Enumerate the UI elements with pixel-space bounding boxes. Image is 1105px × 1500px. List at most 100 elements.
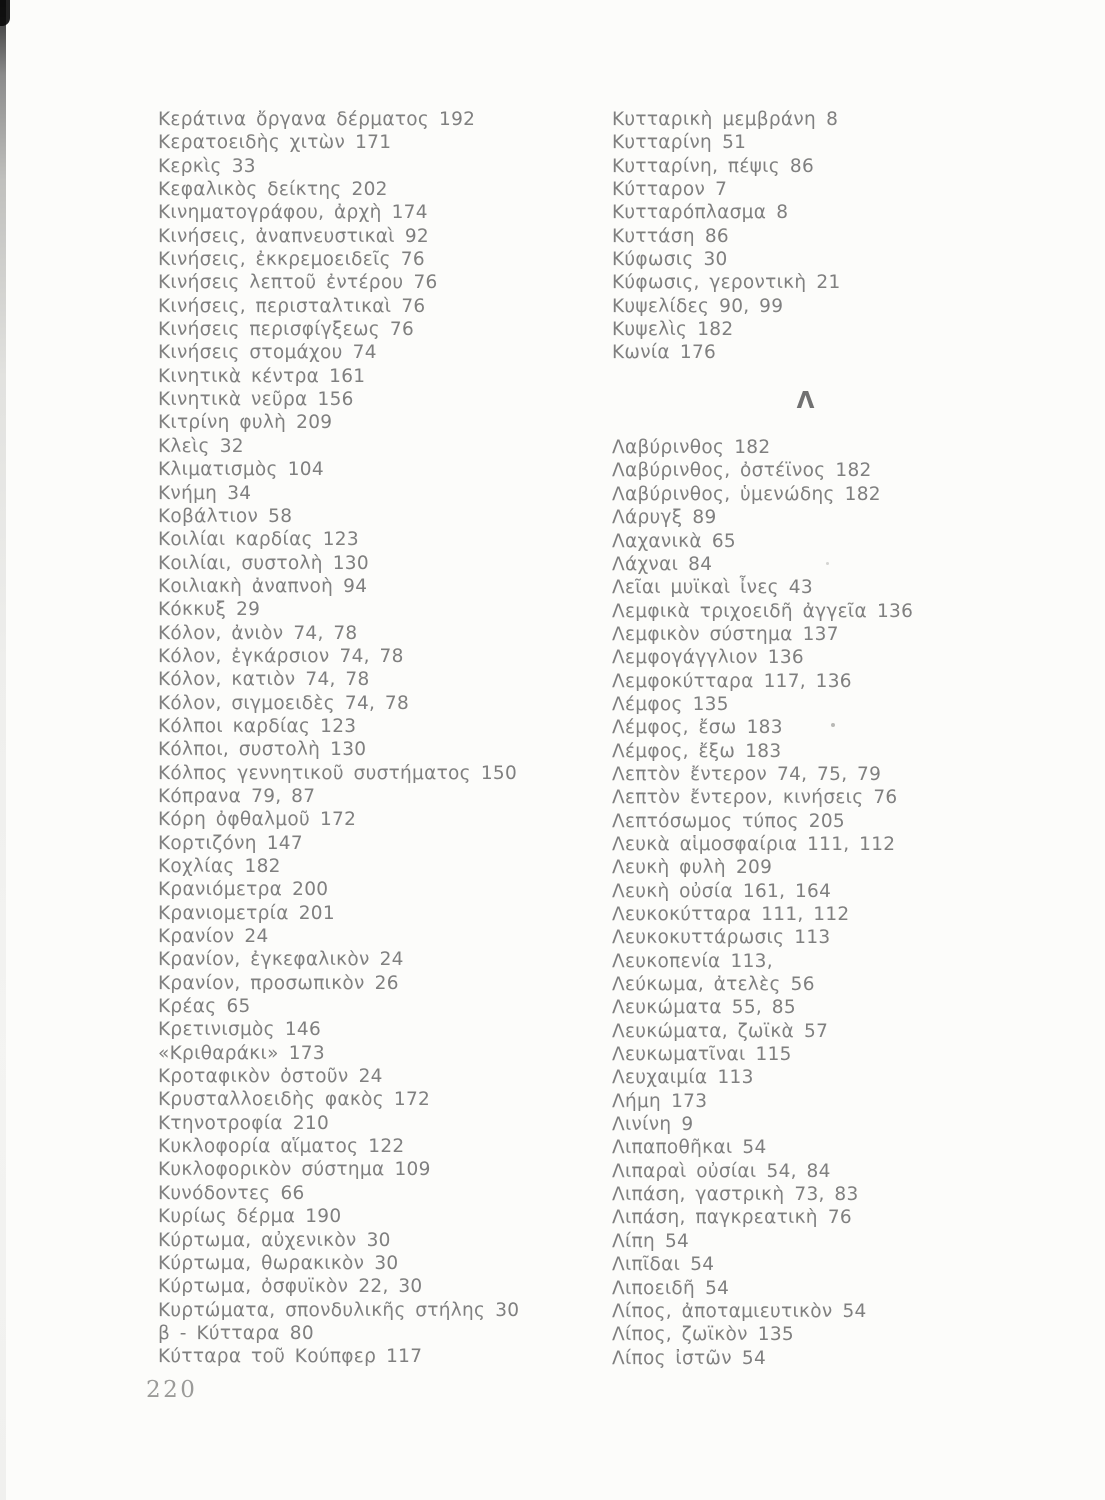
entry-pages: 65 — [711, 530, 736, 552]
entry-pages: 90, 99 — [719, 295, 784, 317]
index-entry: Κόλποι, συστολὴ 130 — [158, 738, 588, 761]
entry-term: Λίπη — [612, 1230, 655, 1252]
entry-term: Κινητικὰ νεῦρα — [158, 389, 308, 411]
entry-term: Λευχαιμία — [612, 1067, 708, 1089]
entry-term: Κρανίον, ἐγκεφαλικὸν — [158, 949, 370, 971]
index-entry: Κινητικὰ κέντρα 161 — [158, 365, 588, 388]
index-entry: Κορτιζόνη 147 — [158, 832, 588, 855]
index-entry: Λάρυγξ 89 — [612, 506, 1000, 529]
index-entry: Λαβύρινθος 182 — [612, 436, 1000, 459]
entry-pages: 130 — [330, 739, 367, 761]
entry-pages: 30 — [366, 1229, 391, 1251]
index-entry: Κινήσεις, περισταλτικαὶ 76 — [158, 295, 588, 318]
entry-term: Λευκὰ αἱμοσφαίρια — [612, 833, 798, 855]
entry-term: Λεμφογάγγλιον — [612, 647, 758, 669]
index-entry: β - Κύτταρα 80 — [158, 1322, 588, 1345]
entry-term: Κινητικὰ κέντρα — [158, 365, 320, 387]
index-entry: Κινηματογράφου, ἀρχὴ 174 — [158, 201, 588, 224]
entry-term: Κορτιζόνη — [158, 832, 257, 854]
entry-term: Λίπος ἰστῶν — [612, 1347, 732, 1369]
entry-term: Κλεὶς — [158, 435, 210, 457]
entry-term: Κύρτωμα, ὀσφυϊκὸν — [158, 1276, 349, 1298]
entry-pages: 209 — [735, 857, 773, 879]
entry-pages: 54 — [742, 1137, 767, 1159]
entry-pages: 156 — [317, 389, 354, 411]
entry-pages: 30 — [495, 1299, 520, 1321]
index-entry: Κυττάση 86 — [612, 225, 1000, 248]
entry-term: Κυψελίδες — [612, 295, 710, 317]
entry-pages: 173 — [288, 1042, 325, 1064]
entry-term: Λεπτόσωμος τύπος — [612, 810, 799, 832]
index-entry: Λευκωματῖναι 115 — [612, 1043, 1000, 1066]
entry-pages: 174 — [391, 202, 428, 224]
entry-term: Λάχναι — [612, 553, 679, 575]
entry-pages: 161, 164 — [742, 880, 832, 902]
entry-pages: 76 — [400, 249, 425, 271]
entry-term: Κύτταρον — [612, 179, 706, 201]
entry-pages: 202 — [351, 179, 388, 201]
index-entry: Λεμφικὸν σύστημα 137 — [612, 623, 1000, 646]
index-entry: Λεπτὸν ἔντερον, κινήσεις 76 — [612, 786, 1000, 809]
index-entry: Λευκὰ αἱμοσφαίρια 111, 112 — [612, 833, 1000, 856]
index-entry: Λεμφικὰ τριχοειδῆ ἀγγεῖα 136 — [612, 600, 1000, 623]
entry-pages: 135 — [692, 693, 729, 715]
entry-term: Λευκοκυττάρωσις — [612, 927, 785, 949]
entry-pages: 54 — [664, 1230, 690, 1252]
entry-pages: 55, 85 — [731, 997, 796, 1019]
index-entry: Λήμη 173 — [612, 1090, 1000, 1113]
entry-term: Λεύκωμα, ἀτελὲς — [612, 974, 781, 996]
index-entry: Κρανίον 24 — [158, 925, 588, 948]
index-column-left: Κεράτινα ὄργανα δέρματος 192 Κερατοειδὴς χ… — [158, 108, 588, 1369]
entry-pages: 34 — [227, 482, 252, 504]
entry-term: Κινήσεις, περισταλτικαὶ — [158, 295, 392, 317]
entry-pages: 136 — [876, 600, 914, 622]
entry-term: Λήμη — [612, 1090, 662, 1112]
index-entry: «Κριθαράκι» 173 — [158, 1042, 588, 1065]
index-entry: Κόρη ὀφθαλμοῦ 172 — [158, 808, 588, 831]
entry-term: Λευκοκύτταρα — [612, 904, 752, 925]
entry-pages: 29 — [236, 599, 261, 621]
index-entry: Κινήσεις στομάχου 74 — [158, 341, 588, 364]
entry-term: Λέμφος, ἔσω — [612, 717, 737, 739]
entry-term: Λέμφος, ἔξω — [612, 740, 736, 762]
index-entry: Κοιλιακὴ ἀναπνοὴ 94 — [158, 575, 588, 598]
entry-pages: 192 — [439, 109, 476, 130]
entry-term: Λαβύρινθος, ὀστέϊνος — [612, 460, 826, 482]
scan-speck — [831, 723, 835, 727]
entry-pages: 74, 78 — [293, 622, 358, 644]
entry-term: Κοιλίαι καρδίας — [158, 529, 313, 551]
index-entry: Κυψελὶς 182 — [612, 318, 1000, 341]
index-entry: Λεπτόσωμος τύπος 205 — [612, 810, 1000, 833]
index-entry: Λεμφογάγγλιον 136 — [612, 646, 1000, 669]
index-entry: Λέμφος, ἔξω 183 — [612, 740, 1000, 763]
index-entry: Κροταφικὸν ὀστοῦν 24 — [158, 1065, 588, 1088]
entry-pages: 24 — [244, 926, 269, 948]
entry-term: Κοβάλτιον — [158, 505, 259, 527]
entry-pages: 113 — [717, 1067, 754, 1089]
entry-term: Λάρυγξ — [612, 507, 683, 529]
index-entry: Κινήσεις λεπτοῦ ἐντέρου 76 — [158, 271, 588, 294]
entry-term: Λευκὴ φυλὴ — [612, 857, 726, 879]
entry-pages: 117, 136 — [763, 670, 852, 692]
entry-pages: 54 — [690, 1254, 715, 1276]
entry-term: Λεπτὸν ἔντερον, κινήσεις — [612, 787, 864, 809]
entry-term: Λεμφικὰ τριχοειδῆ ἀγγεῖα — [612, 600, 867, 622]
index-entry: Λιπαποθῆκαι 54 — [612, 1136, 1000, 1159]
entry-pages: 54 — [741, 1347, 767, 1369]
entry-term: Κωνία — [612, 342, 670, 364]
entry-term: Κρέας — [158, 996, 217, 1018]
index-entry: Κεράτινα ὄργανα δέρματος 192 — [158, 108, 588, 131]
index-column-right: Κυτταρικὴ μεμβράνη 8 Κυτταρίνη 51 Κυτταρίνη,… — [612, 108, 1000, 1370]
index-entry: Κύφωσις, γεροντικὴ 21 — [612, 271, 1000, 294]
entry-term: Κλιματισμὸς — [158, 459, 278, 481]
entry-term: Κροταφικὸν ὀστοῦν — [158, 1066, 349, 1088]
entry-pages: 32 — [219, 435, 244, 457]
entry-term: Κυνόδοντες — [158, 1182, 271, 1204]
entry-pages: 76 — [873, 787, 898, 809]
entry-term: Κυττάση — [612, 225, 695, 247]
entry-pages: 54, 84 — [766, 1160, 831, 1182]
index-entry: Κυψελίδες 90, 99 — [612, 295, 1000, 318]
entry-term: Κρετινισμὸς — [158, 1019, 275, 1041]
entry-pages: 58 — [268, 505, 293, 527]
entry-term: Λαβύρινθος, ὑμενώδης — [612, 483, 835, 505]
